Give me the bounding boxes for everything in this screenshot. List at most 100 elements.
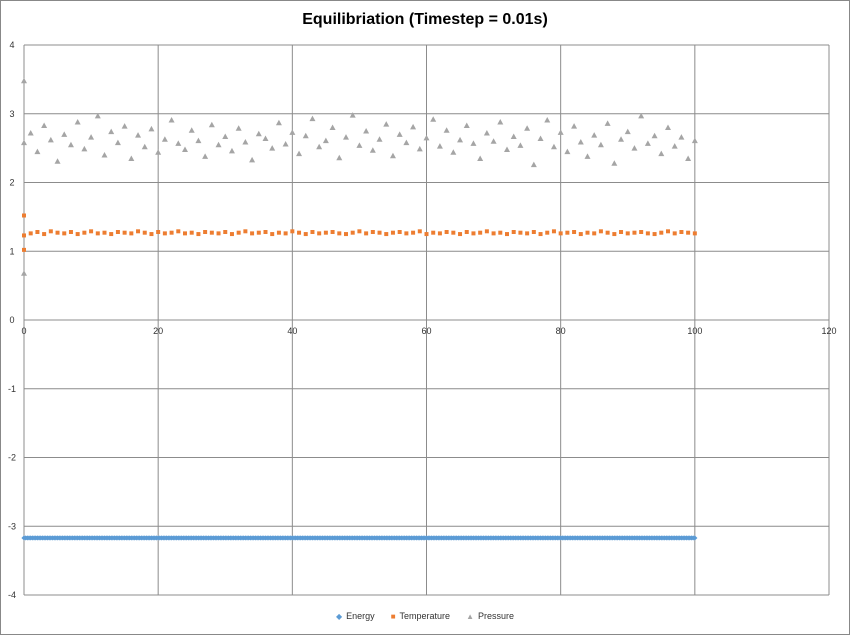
temperature-point	[229, 232, 234, 237]
temperature-point	[122, 230, 127, 235]
temperature-point	[68, 230, 73, 234]
pressure-point	[490, 138, 497, 144]
temperature-point	[263, 230, 268, 234]
pressure-point	[235, 125, 242, 131]
temperature-point	[149, 232, 154, 237]
pressure-point	[658, 150, 665, 157]
temperature-point	[431, 230, 436, 235]
legend-item-temperature: ■ Temperature	[391, 611, 450, 621]
pressure-point	[436, 143, 443, 149]
pressure-point	[262, 135, 269, 141]
pressure-point	[356, 142, 363, 148]
pressure-point	[651, 132, 658, 139]
pressure-point	[41, 122, 48, 128]
pressure-point	[21, 270, 27, 276]
temperature-point	[639, 230, 644, 234]
pressure-point	[450, 149, 457, 155]
pressure-point	[550, 143, 557, 150]
x-tick-label: 80	[556, 326, 566, 336]
temperature-point	[337, 231, 342, 236]
pressure-point	[524, 125, 531, 131]
temperature-point	[189, 230, 194, 235]
y-tick-label: -1	[8, 384, 16, 394]
temperature-point	[48, 229, 53, 234]
temperature-point	[625, 231, 630, 236]
temperature-point	[666, 229, 670, 234]
pressure-point	[34, 148, 41, 155]
temperature-point	[323, 230, 328, 235]
temperature-point	[605, 230, 610, 235]
pressure-point	[376, 136, 383, 142]
temperature-point	[672, 231, 677, 236]
pressure-point	[21, 77, 27, 84]
legend: ◆ Energy ■ Temperature ▲ Pressure	[0, 611, 850, 621]
temperature-point	[176, 229, 181, 234]
pressure-point	[343, 134, 349, 140]
temperature-point	[525, 231, 530, 236]
x-tick-label: 20	[153, 326, 163, 336]
y-tick-label: 4	[9, 40, 14, 50]
pressure-point	[81, 145, 88, 152]
pressure-point	[309, 115, 316, 122]
temperature-point	[551, 229, 556, 234]
temperature-point	[290, 229, 295, 234]
temperature-point	[203, 230, 208, 234]
pressure-point	[101, 152, 108, 158]
temperature-point	[652, 232, 657, 237]
pressure-point	[222, 133, 229, 139]
pressure-point	[329, 124, 336, 130]
pressure-point	[168, 116, 175, 123]
pressure-point	[269, 145, 276, 151]
pressure-point	[322, 137, 329, 144]
temperature-point	[28, 231, 33, 236]
y-tick-label: -4	[8, 590, 16, 600]
temperature-point	[129, 231, 134, 236]
temperature-point	[216, 231, 221, 236]
temperature-point	[142, 230, 147, 235]
pressure-point	[155, 149, 162, 155]
temperature-point	[679, 230, 684, 234]
pressure-point	[577, 138, 584, 145]
pressure-point	[671, 143, 678, 149]
temperature-point	[283, 231, 288, 236]
pressure-point	[457, 136, 464, 143]
pressure-point	[349, 112, 356, 118]
temperature-point	[511, 230, 516, 234]
pressure-point	[94, 112, 101, 119]
x-tick-label: 0	[21, 326, 26, 336]
pressure-point	[255, 130, 262, 137]
temperature-point	[377, 230, 382, 235]
pressure-point	[497, 119, 504, 125]
pressure-point	[249, 156, 256, 163]
temperature-point	[538, 232, 543, 237]
pressure-point	[410, 123, 417, 130]
temperature-point	[102, 230, 107, 235]
pressure-point	[624, 128, 631, 135]
pressure-point	[21, 139, 27, 146]
pressure-point	[530, 161, 537, 168]
temperature-point	[62, 231, 67, 236]
temperature-point	[692, 231, 697, 236]
pressure-point	[544, 116, 551, 123]
pressure-point	[228, 147, 235, 154]
y-tick-label: 2	[9, 178, 14, 188]
pressure-point	[161, 136, 168, 142]
temperature-point	[370, 230, 375, 234]
temperature-point	[471, 231, 476, 236]
x-tick-label: 120	[821, 326, 836, 336]
diamond-marker-icon: ◆	[336, 612, 343, 621]
gridlines	[23, 44, 830, 596]
pressure-point	[631, 145, 638, 151]
pressure-point	[611, 160, 618, 166]
pressure-point	[383, 121, 390, 127]
pressure-point	[275, 119, 282, 126]
pressure-point	[638, 112, 645, 119]
pressure-point	[517, 142, 524, 148]
pressure-point	[604, 120, 611, 126]
temperature-point	[632, 230, 637, 235]
pressure-point	[597, 141, 604, 148]
temperature-point	[82, 230, 87, 235]
y-tick-label: 3	[9, 109, 14, 119]
temperature-point	[686, 230, 691, 235]
pressure-point	[477, 155, 484, 161]
